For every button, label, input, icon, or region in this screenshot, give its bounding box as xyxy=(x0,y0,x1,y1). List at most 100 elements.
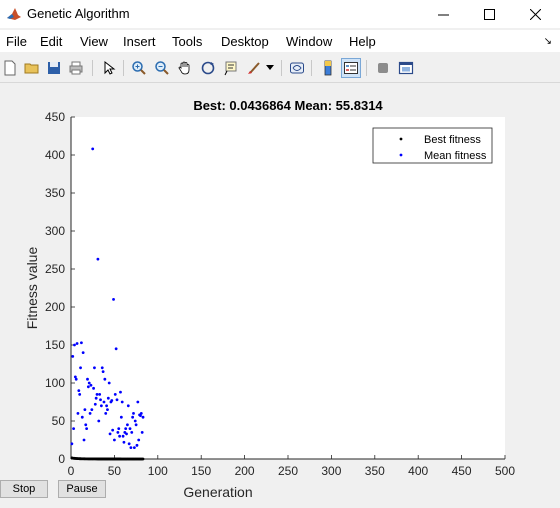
mean-fitness-point xyxy=(78,393,82,396)
mean-fitness-point xyxy=(88,412,92,415)
menu-edit[interactable]: Edit xyxy=(40,34,63,49)
menu-tools[interactable]: Tools xyxy=(172,34,203,49)
x-tick-label: 50 xyxy=(108,464,122,478)
print-icon[interactable] xyxy=(66,58,86,78)
menu-insert[interactable]: Insert xyxy=(123,34,156,49)
pause-button[interactable]: Pause xyxy=(58,480,106,498)
menu-window[interactable]: Window xyxy=(286,34,333,49)
menu-view[interactable]: View xyxy=(80,34,108,49)
menu-bar: File Edit View Insert Tools Desktop Wind… xyxy=(0,30,560,52)
mean-fitness-point xyxy=(80,341,83,345)
mean-fitness-point xyxy=(110,399,114,402)
mean-fitness-point xyxy=(77,389,81,392)
mean-fitness-point xyxy=(111,428,115,432)
y-tick-label: 450 xyxy=(45,110,65,124)
rotate-3d-icon[interactable] xyxy=(198,58,218,78)
close-icon xyxy=(529,8,541,20)
fitness-chart[interactable]: Best: 0.0436864 Mean: 55.8314 0 50 100 150 20… xyxy=(0,83,560,508)
mean-fitness-point xyxy=(79,366,82,370)
mean-fitness-point xyxy=(108,432,112,436)
mean-fitness-point xyxy=(93,366,96,370)
close-button[interactable] xyxy=(512,0,558,28)
figure-area: Best: 0.0436864 Mean: 55.8314 0 50 100 150 20… xyxy=(0,83,560,508)
data-cursor-icon[interactable] xyxy=(221,58,241,78)
mean-fitness-point xyxy=(73,343,76,347)
y-tick-label: 0 xyxy=(58,452,65,466)
menu-desktop[interactable]: Desktop xyxy=(221,34,269,49)
mean-fitness-point xyxy=(86,385,90,389)
mean-fitness-point xyxy=(139,414,142,418)
maximize-button[interactable] xyxy=(466,0,512,28)
mean-fitness-point xyxy=(106,408,109,411)
mean-fitness-point xyxy=(129,446,133,449)
mean-fitness-point xyxy=(96,257,100,261)
matlab-icon xyxy=(6,6,22,22)
pan-hand-icon[interactable] xyxy=(175,58,195,78)
toolbar-separator xyxy=(366,60,367,76)
mean-fitness-point xyxy=(122,440,126,444)
new-figure-icon[interactable] xyxy=(0,58,20,78)
y-tick-label: 100 xyxy=(45,376,65,390)
colorbar-icon[interactable] xyxy=(318,58,338,78)
zoom-out-icon[interactable] xyxy=(152,58,172,78)
mean-fitness-point xyxy=(87,381,91,385)
mean-fitness-point xyxy=(70,442,74,446)
zoom-in-icon[interactable] xyxy=(129,58,149,78)
mean-fitness-point xyxy=(86,377,89,381)
legend-label: Mean fitness xyxy=(424,150,487,162)
pointer-icon[interactable] xyxy=(99,58,119,78)
toolbar-separator xyxy=(281,60,282,76)
minimize-button[interactable] xyxy=(420,0,466,28)
brush-icon[interactable] xyxy=(244,58,264,78)
y-tick-label: 250 xyxy=(45,262,65,276)
mean-fitness-point xyxy=(85,427,89,430)
legend-box xyxy=(372,127,493,164)
mean-fitness-point xyxy=(92,386,95,390)
hide-plot-tools-icon[interactable] xyxy=(373,58,393,78)
legend-label: Best fitness xyxy=(424,134,481,146)
mean-fitness-point xyxy=(132,412,135,415)
mean-fitness-point xyxy=(120,400,124,404)
mean-fitness-point xyxy=(72,427,76,430)
toolbar-separator xyxy=(92,60,93,76)
mean-fitness-point xyxy=(105,404,108,408)
mean-fitness-point xyxy=(119,390,122,394)
mean-fitness-point xyxy=(124,427,128,430)
mean-fitness-point xyxy=(134,423,138,427)
mean-fitness-point xyxy=(97,419,101,423)
save-icon[interactable] xyxy=(44,58,64,78)
x-tick-label: 100 xyxy=(148,464,168,478)
x-tick-label: 300 xyxy=(321,464,341,478)
mean-fitness-point xyxy=(102,400,106,404)
mean-fitness-point xyxy=(130,431,134,434)
mean-fitness-point xyxy=(136,400,140,404)
mean-fitness-point xyxy=(140,431,144,434)
stop-button[interactable]: Stop xyxy=(0,480,48,498)
mean-fitness-point xyxy=(118,434,122,438)
mean-fitness-point xyxy=(106,396,110,400)
mean-fitness-point xyxy=(90,408,94,411)
show-plot-tools-icon[interactable] xyxy=(396,58,416,78)
toolbar-separator xyxy=(311,60,312,76)
mean-fitness-point xyxy=(139,412,143,415)
dock-arrow-icon[interactable]: ↘ xyxy=(543,36,552,47)
title-bar: Genetic Algorithm xyxy=(0,0,560,28)
link-plot-icon[interactable] xyxy=(287,58,307,78)
y-tick-label: 350 xyxy=(45,186,65,200)
mean-fitness-point xyxy=(73,375,77,379)
mean-fitness-point xyxy=(104,412,108,415)
mean-fitness-point xyxy=(141,415,145,419)
mean-fitness-point xyxy=(119,415,123,419)
brush-dropdown-icon[interactable] xyxy=(264,58,276,78)
y-tick-label: 200 xyxy=(45,300,65,314)
minimize-icon xyxy=(437,14,449,15)
menu-help[interactable]: Help xyxy=(349,34,376,49)
legend-icon[interactable] xyxy=(341,58,361,78)
menu-file[interactable]: File xyxy=(6,34,27,49)
mean-fitness-point xyxy=(128,427,132,430)
y-tick-label: 50 xyxy=(52,414,66,428)
open-file-icon[interactable] xyxy=(22,58,42,78)
mean-fitness-point xyxy=(93,402,97,406)
mean-fitness-point xyxy=(94,396,98,400)
x-tick-label: 200 xyxy=(235,464,255,478)
